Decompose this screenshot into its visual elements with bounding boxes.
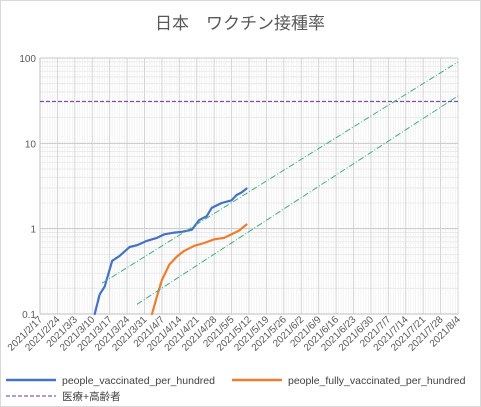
trendline-4	[136, 95, 459, 305]
series-fully-vaccinated-line	[150, 223, 248, 316]
series-group	[40, 61, 459, 316]
legend-label-fully-vaccinated: people_fully_vaccinated_per_hundred	[288, 375, 466, 387]
x-axis-ticks: 2021/2/172021/2/242021/3/32021/3/102021/…	[6, 314, 464, 354]
chart-title: 日本 ワクチン接種率	[155, 14, 325, 34]
y-tick-label: 0.1	[22, 310, 36, 321]
series-people-vaccinated-line	[93, 187, 248, 316]
legend-label-medical-elderly: 医療+高齢者	[62, 390, 121, 403]
y-tick-label: 100	[19, 54, 36, 65]
grid	[39, 57, 459, 315]
y-axis-ticks: 0.1 1 10 100	[19, 54, 36, 321]
trendline-3	[101, 61, 459, 284]
y-tick-label: 10	[25, 139, 37, 150]
legend-label-people-vaccinated: people_vaccinated_per_hundred	[62, 375, 215, 387]
legend: people_vaccinated_per_hundred people_full…	[6, 375, 466, 403]
y-tick-label: 1	[30, 225, 36, 236]
